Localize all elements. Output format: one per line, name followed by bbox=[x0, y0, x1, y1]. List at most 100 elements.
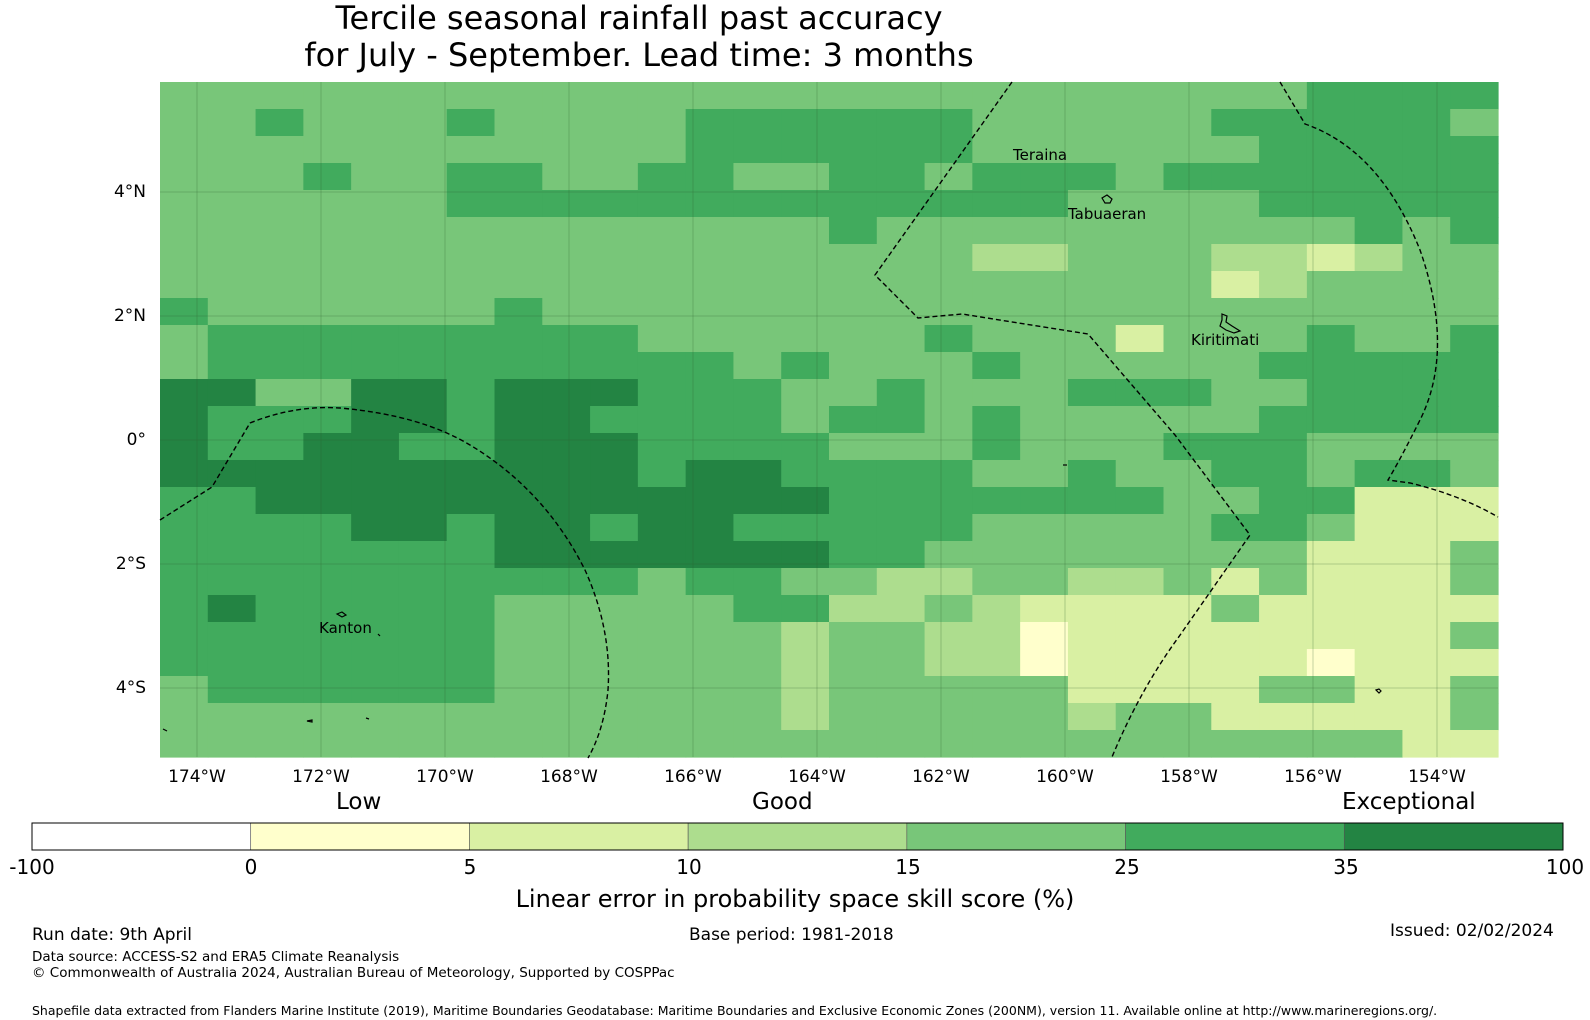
colorbar-frame bbox=[31, 822, 1564, 851]
grid-cell bbox=[1259, 433, 1308, 461]
grid-cell bbox=[160, 244, 209, 272]
grid-cell bbox=[303, 541, 352, 569]
grid-cell bbox=[781, 217, 830, 245]
grid-cell bbox=[494, 298, 543, 326]
grid-cell bbox=[351, 730, 400, 758]
grid-cell bbox=[972, 676, 1021, 704]
grid-cell bbox=[781, 271, 830, 299]
grid-cell bbox=[303, 82, 352, 110]
grid-cell bbox=[303, 649, 352, 677]
grid-cell bbox=[303, 352, 352, 380]
grid-cell bbox=[1163, 676, 1212, 704]
grid-cell bbox=[494, 136, 543, 164]
grid-cell bbox=[590, 406, 639, 434]
grid-cell bbox=[637, 595, 687, 623]
graticule bbox=[160, 82, 1498, 757]
grid-cell bbox=[255, 271, 304, 299]
grid-cell bbox=[733, 568, 782, 596]
grid-cell bbox=[590, 109, 639, 137]
grid-cell bbox=[494, 514, 543, 542]
grid-cell bbox=[351, 460, 400, 488]
grid-cell bbox=[876, 406, 926, 434]
grid-cell bbox=[446, 730, 496, 758]
grid-cell bbox=[1450, 352, 1499, 380]
grid-cell bbox=[1306, 190, 1356, 218]
grid-cell bbox=[446, 136, 496, 164]
grid-cell bbox=[398, 460, 448, 488]
grid-cell bbox=[590, 82, 639, 110]
colorbar-tick: 35 bbox=[1333, 855, 1359, 879]
grid-cell bbox=[1450, 406, 1499, 434]
grid-cell bbox=[1020, 595, 1069, 623]
grid-cell bbox=[398, 136, 448, 164]
colorbar-tick: 10 bbox=[676, 855, 702, 879]
grid-cell bbox=[829, 622, 878, 650]
grid-cell bbox=[685, 676, 735, 704]
grid-cell bbox=[351, 352, 400, 380]
lon-label-164w: 164°W bbox=[788, 767, 846, 787]
grid-cell bbox=[1163, 190, 1212, 218]
islet-outline bbox=[377, 633, 381, 637]
grid-cell bbox=[446, 82, 496, 110]
grid-cell bbox=[781, 595, 830, 623]
grid-cell bbox=[255, 433, 304, 461]
grid-cell bbox=[1450, 136, 1499, 164]
grid-cell bbox=[637, 514, 687, 542]
grid-cell bbox=[829, 379, 878, 407]
grid-cell bbox=[590, 541, 639, 569]
grid-cell bbox=[1402, 244, 1451, 272]
grid-cell bbox=[1163, 730, 1212, 758]
grid-cell bbox=[1306, 217, 1356, 245]
grid-cell bbox=[829, 676, 878, 704]
place-label-tabuaeran: Tabuaeran bbox=[1067, 205, 1146, 223]
grid-cell bbox=[542, 730, 591, 758]
grid-cell bbox=[1020, 433, 1069, 461]
grid-cell bbox=[446, 514, 496, 542]
grid-cell bbox=[255, 298, 304, 326]
grid-cell bbox=[972, 163, 1021, 191]
grid-cell bbox=[924, 433, 973, 461]
grid-cell bbox=[924, 622, 973, 650]
grid-cell bbox=[1450, 460, 1499, 488]
grid-cell bbox=[924, 514, 973, 542]
islet-outline bbox=[306, 719, 313, 723]
grid-cell bbox=[1306, 514, 1356, 542]
grid-cell bbox=[924, 595, 973, 623]
grid-cell bbox=[494, 487, 543, 515]
grid-cell bbox=[1211, 244, 1260, 272]
grid-cell bbox=[542, 703, 591, 731]
grid-cell bbox=[1306, 595, 1356, 623]
grid-cell bbox=[733, 703, 782, 731]
grid-cell bbox=[351, 298, 400, 326]
grid-cell bbox=[781, 406, 830, 434]
eez-boundary-line-central bbox=[874, 81, 1251, 758]
grid-cell bbox=[160, 703, 209, 731]
grid-cell bbox=[1306, 730, 1356, 758]
grid-cell bbox=[733, 190, 782, 218]
grid-cell bbox=[255, 82, 304, 110]
grid-cell bbox=[1067, 352, 1117, 380]
grid-cell bbox=[924, 406, 973, 434]
grid-cell bbox=[1450, 82, 1499, 110]
grid-cell bbox=[303, 109, 352, 137]
grid-cell bbox=[637, 568, 687, 596]
grid-cell bbox=[1020, 163, 1069, 191]
base-period: Base period: 1981-2018 bbox=[689, 925, 894, 945]
grid-cell bbox=[207, 82, 257, 110]
grid-cell bbox=[1211, 325, 1260, 353]
grid-cell bbox=[160, 190, 209, 218]
grid-cell bbox=[1402, 541, 1451, 569]
grid-cell bbox=[1450, 595, 1499, 623]
grid-cell bbox=[924, 730, 973, 758]
grid-cell bbox=[494, 352, 543, 380]
grid-cell bbox=[303, 514, 352, 542]
grid-cell bbox=[1163, 109, 1212, 137]
grid-cell bbox=[1163, 163, 1212, 191]
grid-cell bbox=[1211, 136, 1260, 164]
grid-cell bbox=[255, 595, 304, 623]
grid-cell bbox=[829, 595, 878, 623]
grid-cell bbox=[303, 379, 352, 407]
grid-cell bbox=[351, 514, 400, 542]
grid-cell bbox=[255, 406, 304, 434]
grid-cell bbox=[876, 676, 926, 704]
